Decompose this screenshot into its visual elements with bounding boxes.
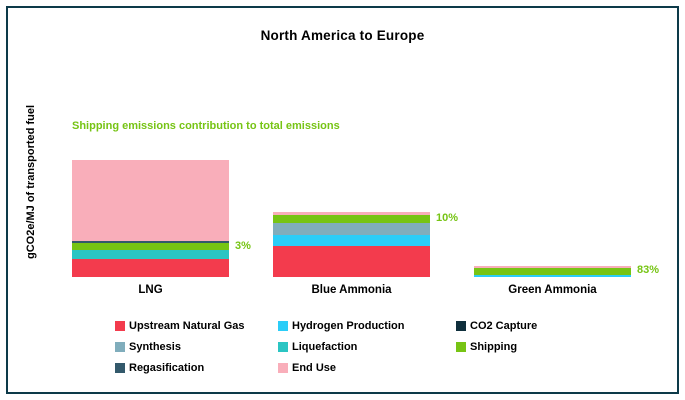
legend-label-liquefaction: Liquefaction	[292, 341, 358, 353]
legend-marker-regasification	[115, 363, 125, 373]
legend-label-end-use: End Use	[292, 362, 337, 374]
segment-upstream-natural-gas-blue-ammonia	[273, 246, 430, 277]
legend-marker-upstream-natural-gas	[115, 321, 125, 331]
bar-blue-ammonia	[273, 212, 430, 277]
segment-shipping-lng	[72, 243, 229, 250]
legend-item-synthesis: Synthesis	[115, 341, 278, 353]
shipping-percent-label-blue-ammonia: 10%	[436, 211, 459, 224]
bar-green-ammonia	[474, 266, 631, 277]
legend-marker-co2-capture	[456, 321, 466, 331]
shipping-annotation: Shipping emissions contribution to total…	[72, 120, 340, 132]
segment-synthesis-blue-ammonia	[273, 222, 430, 235]
legend-marker-liquefaction	[278, 342, 288, 352]
segment-end-use-green-ammonia	[474, 266, 631, 268]
legend-item-hydrogen-production: Hydrogen Production	[278, 320, 456, 332]
chart-title: North America to Europe	[260, 28, 425, 43]
category-label-green-ammonia: Green Ammonia	[508, 284, 597, 296]
shipping-percent-label-lng: 3%	[235, 239, 251, 252]
legend-label-regasification: Regasification	[129, 362, 205, 374]
legend-label-hydrogen-production: Hydrogen Production	[292, 320, 405, 332]
legend-item-regasification: Regasification	[115, 362, 278, 374]
legend-item-liquefaction: Liquefaction	[278, 341, 456, 353]
segment-regasification-lng	[72, 240, 229, 243]
segment-upstream-natural-gas-lng	[72, 259, 229, 277]
legend-marker-shipping	[456, 342, 466, 352]
legend-marker-end-use	[278, 363, 288, 373]
legend: Upstream Natural Gas Hydrogen Production C…	[115, 320, 537, 374]
segment-end-use-blue-ammonia	[273, 212, 430, 215]
legend-marker-synthesis	[115, 342, 125, 352]
segment-hydrogen-production-blue-ammonia	[273, 235, 430, 246]
legend-item-co2-capture: CO2 Capture	[456, 320, 537, 332]
segment-hydrogen-production-green-ammonia	[474, 274, 631, 277]
bar-lng	[72, 160, 229, 277]
legend-label-co2-capture: CO2 Capture	[470, 320, 538, 332]
segment-end-use-lng	[72, 160, 229, 241]
legend-item-upstream-natural-gas: Upstream Natural Gas	[115, 320, 278, 332]
category-label-lng: LNG	[138, 284, 163, 296]
legend-label-shipping: Shipping	[470, 341, 518, 353]
segment-shipping-green-ammonia	[474, 267, 631, 275]
legend-label-upstream-natural-gas: Upstream Natural Gas	[129, 320, 245, 332]
shipping-percent-label-green-ammonia: 83%	[637, 264, 660, 276]
legend-marker-hydrogen-production	[278, 321, 288, 331]
legend-item-end-use: End Use	[278, 362, 456, 374]
segment-liquefaction-lng	[72, 250, 229, 259]
segment-shipping-blue-ammonia	[273, 215, 430, 223]
category-label-blue-ammonia: Blue Ammonia	[311, 284, 392, 296]
legend-item-shipping: Shipping	[456, 341, 537, 353]
legend-label-synthesis: Synthesis	[129, 341, 181, 353]
